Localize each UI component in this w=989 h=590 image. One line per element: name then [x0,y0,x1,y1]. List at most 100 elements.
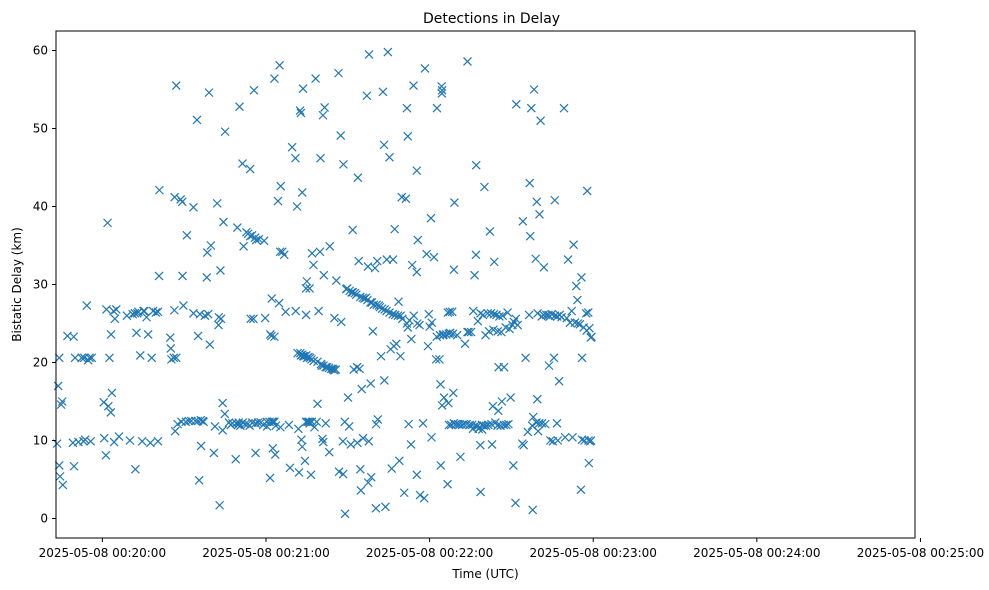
data-point [253,418,263,427]
data-point [550,195,560,205]
data-point [460,339,470,349]
data-point [385,152,394,162]
data-point [184,416,194,426]
data-point [447,307,457,317]
data-point [497,397,507,406]
data-point [358,433,368,443]
data-point [568,432,577,442]
data-point [537,418,547,428]
data-point [532,394,542,404]
data-point [151,308,161,318]
data-point [265,473,275,483]
data-point [529,85,539,94]
data-point [281,307,291,317]
data-point [215,500,225,510]
data-point [436,461,446,470]
data-point [377,304,387,314]
data-point [422,249,432,259]
data-point [103,401,113,411]
data-point [553,436,563,445]
data-point [573,319,583,328]
plot-frame [55,30,916,539]
x-tick-label: 2025-05-08 00:22:00 [366,546,493,560]
data-point [499,362,509,372]
data-point [498,311,508,321]
data-point [334,467,344,477]
data-point [57,397,67,406]
data-point [77,353,87,363]
data-point [344,422,354,431]
data-point [393,311,403,321]
data-point [154,185,164,195]
data-point [455,452,465,462]
data-point [587,332,597,342]
data-point [251,448,261,458]
data-point [154,271,164,281]
data-point [135,351,145,360]
data-point [194,475,204,485]
data-point [214,320,223,330]
data-point [358,293,368,303]
data-point [276,181,286,191]
data-point [130,464,140,474]
data-point [169,353,179,363]
data-point [195,309,205,319]
data-point [318,434,327,444]
data-point [270,74,279,84]
data-point [486,308,496,318]
data-point [295,106,305,115]
data-point [582,186,592,196]
y-axis: 0 10 20 30 40 50 60 [33,44,56,526]
data-point [177,197,187,207]
chart-title: Detections in Delay [423,11,560,27]
data-point [409,311,419,321]
data-point [363,262,373,271]
data-point [238,418,248,427]
data-point [364,436,374,446]
data-point [239,241,249,251]
data-point [412,470,422,480]
data-point [378,87,388,97]
data-point [437,400,447,410]
data-point [531,254,541,264]
y-tick-label: 10 [33,434,48,448]
data-point [285,463,295,473]
data-point [336,131,346,140]
data-point [311,74,321,84]
data-point [401,194,411,204]
data-point [177,417,186,427]
data-point [471,250,481,260]
data-point [503,308,513,318]
data-point [301,283,311,293]
data-point [300,456,310,466]
data-point [471,160,481,170]
data-point [216,266,225,275]
data-point [139,306,149,316]
data-point [549,353,559,363]
data-point [279,250,289,260]
data-point [412,166,422,176]
data-point [82,301,92,310]
data-point [429,252,439,262]
data-point [449,198,459,208]
data-point [366,379,376,388]
data-point [540,419,550,429]
data-point [388,255,398,264]
data-point [470,270,480,280]
data-point [325,241,335,251]
data-point [178,271,187,281]
data-point [478,310,488,320]
data-point [404,419,414,429]
data-point [58,480,68,490]
data-point [238,159,247,169]
data-point [102,305,111,314]
data-point [109,306,118,316]
data-point [170,426,180,436]
data-point [251,235,261,245]
data-point [407,260,417,270]
data-point [316,359,326,369]
data-point [169,305,179,315]
data-point [426,213,436,223]
data-point [55,471,65,481]
